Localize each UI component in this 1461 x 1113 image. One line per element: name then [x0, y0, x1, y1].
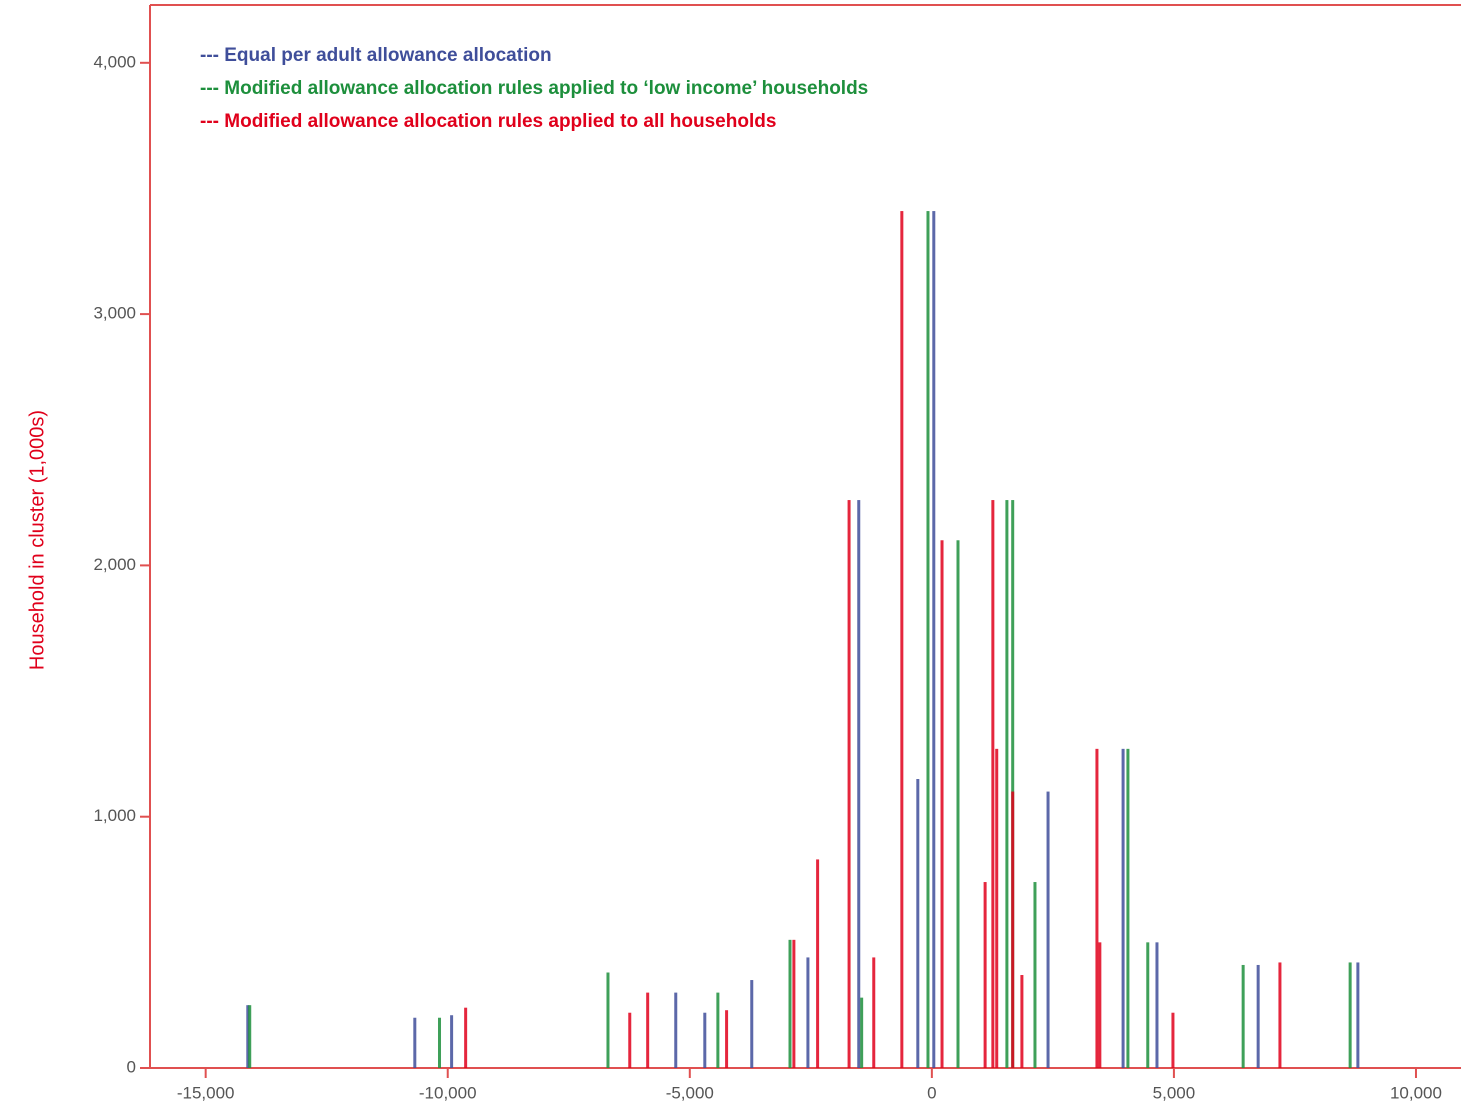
- spike-bar: [1356, 962, 1360, 1068]
- spike-bar: [438, 1017, 442, 1068]
- legend-entry: --- Modified allowance allocation rules …: [200, 111, 776, 132]
- spike-bar: [703, 1012, 707, 1068]
- spike-bar: [1020, 975, 1024, 1068]
- y-axis-label: Household in cluster (1,000s): [26, 410, 48, 670]
- y-tick-label: 4,000: [93, 52, 136, 71]
- spike-bar: [816, 859, 820, 1068]
- spike-bar: [464, 1007, 468, 1068]
- y-tick-label: 1,000: [93, 806, 136, 825]
- spike-bar: [1098, 942, 1102, 1068]
- spike-bar: [940, 540, 944, 1068]
- spike-bar: [628, 1012, 632, 1068]
- spike-bar: [1005, 500, 1009, 1068]
- spike-bar: [1011, 500, 1015, 1068]
- spike-bar: [246, 1005, 250, 1068]
- spike-bar: [792, 939, 796, 1068]
- spike-bar: [248, 1005, 252, 1068]
- x-tick-label: 10,000: [1390, 1083, 1442, 1102]
- x-tick-label: -15,000: [177, 1083, 235, 1102]
- spike-bar: [932, 211, 936, 1069]
- x-tick-label: -5,000: [666, 1083, 714, 1102]
- spike-bar: [1146, 942, 1150, 1068]
- spike-bar: [900, 211, 904, 1069]
- spike-bar: [750, 980, 754, 1068]
- spike-bar: [857, 500, 861, 1068]
- spike-bar: [725, 1010, 729, 1068]
- spike-bar: [1155, 942, 1159, 1068]
- spike-bar: [983, 882, 987, 1068]
- spike-bar: [450, 1015, 454, 1068]
- spike-bar: [1095, 748, 1099, 1068]
- spike-bar: [847, 500, 851, 1068]
- spike-bar: [916, 779, 920, 1068]
- spike-bar: [646, 992, 650, 1068]
- spike-bar: [926, 211, 930, 1069]
- spike-bar: [1121, 748, 1125, 1068]
- legend-entry: --- Modified allowance allocation rules …: [200, 78, 868, 99]
- spike-bar: [1278, 962, 1282, 1068]
- spike-bar: [872, 957, 876, 1068]
- spike-bar: [806, 957, 810, 1068]
- spike-bar: [1011, 791, 1015, 1068]
- spike-bar: [1126, 748, 1130, 1068]
- y-tick-label: 3,000: [93, 304, 136, 323]
- legend-entry: --- Equal per adult allowance allocation: [200, 45, 552, 66]
- spike-bar: [1033, 882, 1037, 1068]
- spike-bar: [674, 992, 678, 1068]
- y-tick-label: 2,000: [93, 555, 136, 574]
- spike-bar: [991, 500, 995, 1068]
- spike-bar: [995, 748, 999, 1068]
- spike-bar: [1241, 964, 1245, 1068]
- spike-bar: [788, 939, 792, 1068]
- y-tick-label: 0: [127, 1057, 136, 1076]
- x-tick-label: 0: [927, 1083, 936, 1102]
- x-tick-label: -10,000: [419, 1083, 477, 1102]
- spike-bar: [716, 992, 720, 1068]
- spike-bar: [1256, 964, 1260, 1068]
- spike-bar: [956, 540, 960, 1068]
- spike-bar: [1171, 1012, 1175, 1068]
- spike-bar: [860, 997, 864, 1068]
- spike-bar: [1348, 962, 1352, 1068]
- spike-bar: [1046, 791, 1050, 1068]
- spike-bar: [413, 1017, 417, 1068]
- x-tick-label: 5,000: [1153, 1083, 1196, 1102]
- spike-bar: [606, 972, 610, 1068]
